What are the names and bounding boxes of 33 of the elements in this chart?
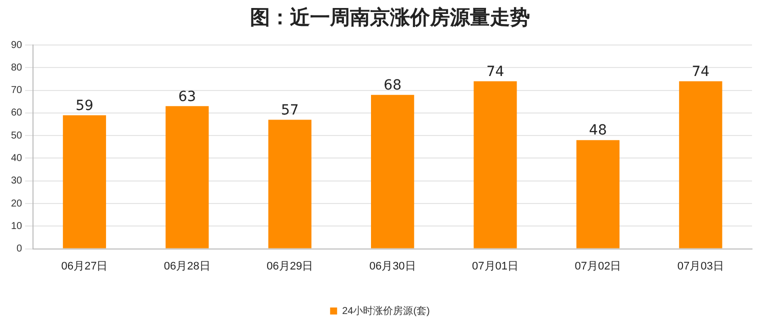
y-tick-label: 40 <box>11 152 23 164</box>
data-label: 59 <box>76 98 94 114</box>
y-tick-label: 60 <box>11 108 23 119</box>
data-label: 74 <box>486 64 504 80</box>
legend-label: 24小时涨价房源(套) <box>342 304 430 317</box>
x-tick-label: 07月02日 <box>574 260 622 272</box>
y-tick-label: 30 <box>11 176 23 187</box>
x-tick-label: 06月28日 <box>164 260 210 272</box>
bar <box>370 94 414 248</box>
bar <box>166 106 209 248</box>
data-label: 57 <box>280 102 299 118</box>
y-tick-label: 80 <box>11 62 23 74</box>
chart-title: 图：近一周南京涨价房源量走势 <box>249 4 531 31</box>
y-tick-label: 70 <box>11 85 23 96</box>
bar <box>576 140 620 248</box>
x-tick-label: 06月27日 <box>61 260 108 272</box>
y-tick-label: 50 <box>11 130 23 142</box>
bar <box>679 81 722 248</box>
x-tick-label: 06月29日 <box>266 260 314 272</box>
bar <box>268 120 312 248</box>
data-label: 74 <box>692 64 710 80</box>
y-tick-label: 20 <box>11 198 23 210</box>
x-tick-label: 06月30日 <box>369 260 416 272</box>
bar <box>62 115 106 248</box>
y-tick-label: 10 <box>11 220 23 232</box>
x-tick-label: 07月03日 <box>677 260 724 272</box>
bar <box>474 81 517 248</box>
data-label: 63 <box>178 88 196 105</box>
y-tick-label: 0 <box>16 244 23 255</box>
y-tick-label: 90 <box>11 40 23 51</box>
data-label: 48 <box>589 122 607 139</box>
data-label: 68 <box>384 77 402 94</box>
x-tick-label: 07月01日 <box>472 260 518 272</box>
